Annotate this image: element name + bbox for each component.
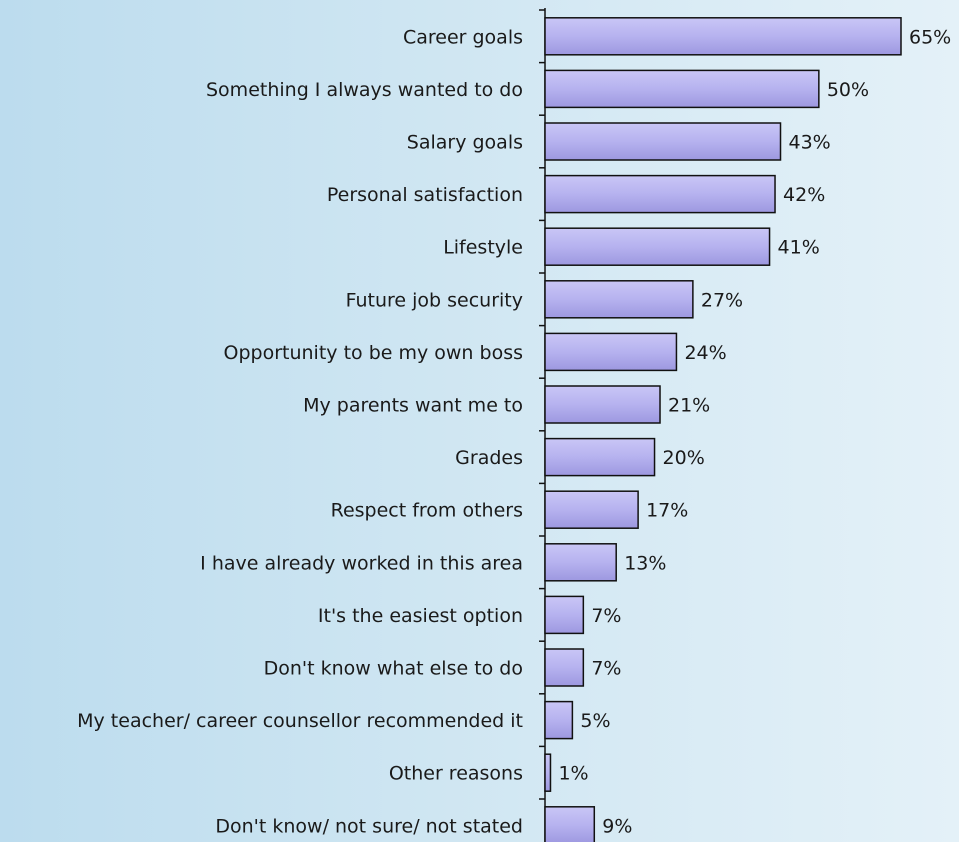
value-label: 9% [602, 815, 632, 837]
bar [544, 806, 596, 842]
bar [544, 543, 617, 582]
category-label: Lifestyle [443, 237, 523, 259]
category-label: Don't know/ not sure/ not stated [215, 815, 523, 837]
category-label: Salary goals [407, 132, 523, 154]
value-label: 5% [580, 710, 610, 732]
value-label: 50% [827, 79, 869, 101]
bar [544, 17, 902, 56]
bar [544, 753, 552, 792]
category-label: Opportunity to be my own boss [224, 342, 523, 364]
category-label: Don't know what else to do [264, 658, 523, 680]
bar [544, 648, 585, 687]
value-label: 1% [558, 763, 588, 785]
value-label: 42% [783, 184, 825, 206]
category-label: My teacher/ career counsellor recommende… [77, 710, 523, 732]
category-label: Other reasons [389, 763, 523, 785]
bar [544, 490, 639, 529]
value-label: 65% [909, 26, 951, 48]
value-label: 13% [624, 552, 666, 574]
bar [544, 700, 574, 740]
value-label: 20% [663, 447, 705, 469]
bar [544, 69, 820, 109]
category-label: Respect from others [331, 500, 523, 522]
bar [544, 227, 771, 266]
value-label: 24% [684, 342, 726, 364]
value-label: 43% [789, 132, 831, 154]
category-label: Future job security [346, 289, 523, 311]
category-label: My parents want me to [303, 395, 523, 417]
category-label: Personal satisfaction [327, 184, 523, 206]
bar [544, 385, 661, 424]
bar [544, 174, 776, 214]
bar [544, 595, 585, 635]
category-label: It's the easiest option [318, 605, 523, 627]
bar [544, 332, 678, 372]
bar [544, 280, 694, 319]
value-label: 41% [778, 237, 820, 259]
value-label: 7% [591, 658, 621, 680]
value-label: 17% [646, 500, 688, 522]
bars-group: Career goals 65% Something I always wanted… [77, 9, 951, 842]
category-label: Something I always wanted to do [206, 79, 523, 101]
bar [544, 122, 782, 161]
value-label: 27% [701, 289, 743, 311]
category-label: Career goals [403, 26, 523, 48]
value-label: 21% [668, 395, 710, 417]
bar [544, 437, 656, 477]
value-label: 7% [591, 605, 621, 627]
category-label: I have already worked in this area [200, 552, 523, 574]
category-label: Grades [455, 447, 523, 469]
